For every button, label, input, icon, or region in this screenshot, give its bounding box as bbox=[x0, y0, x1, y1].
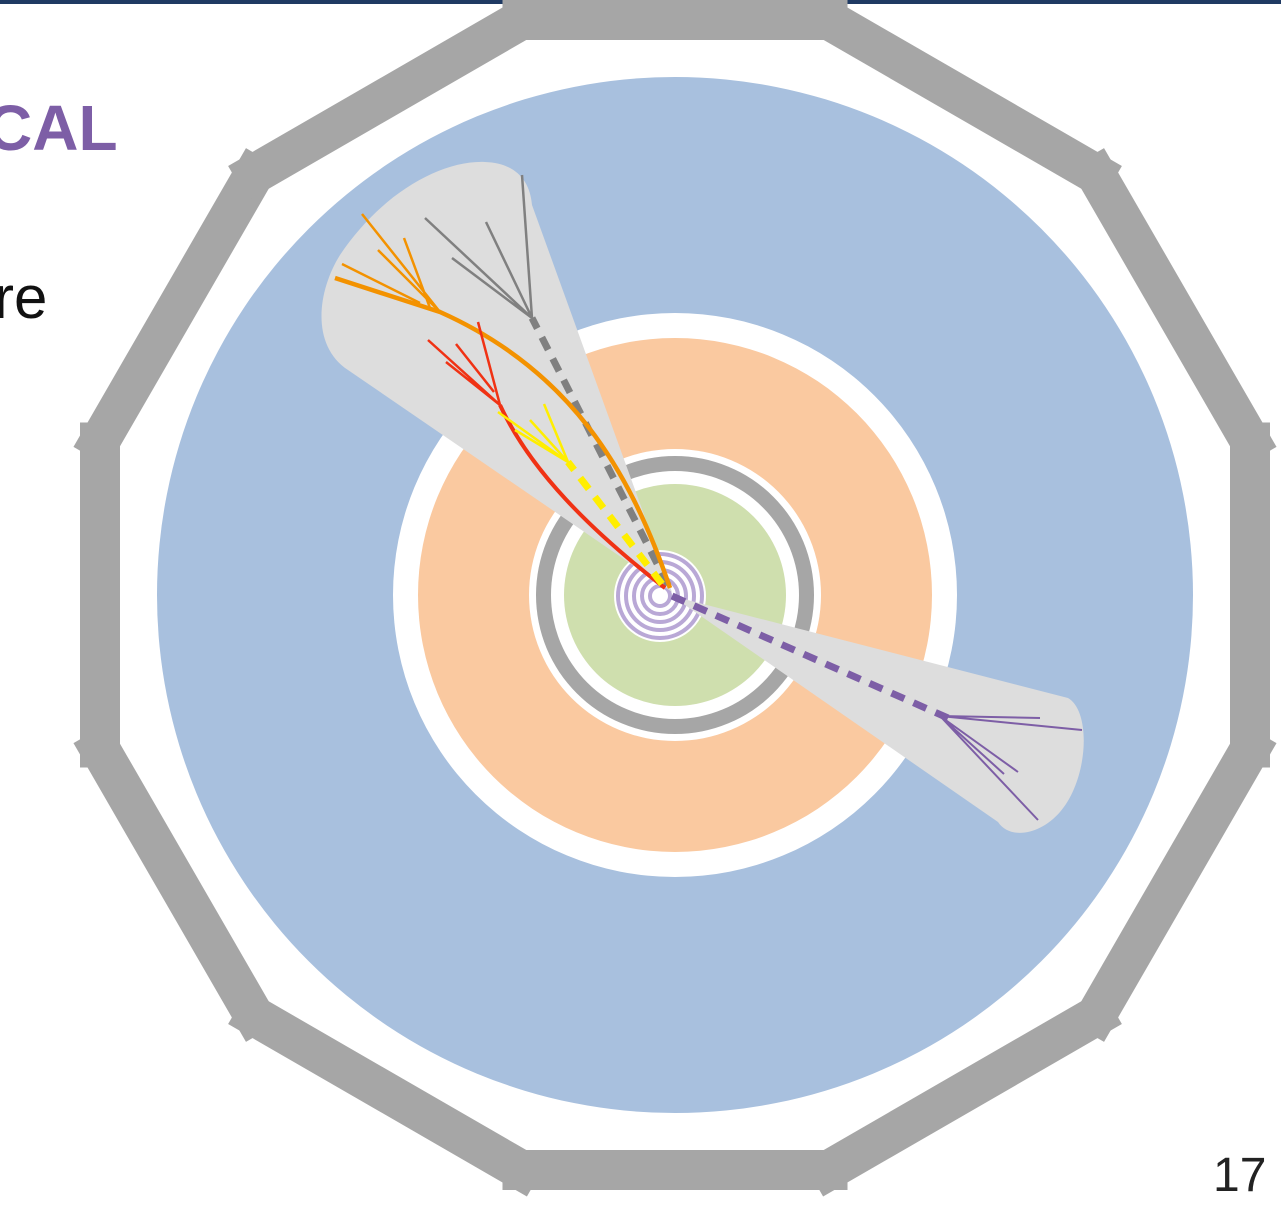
muon-chamber-bar bbox=[228, 0, 547, 201]
yellow-dashed-track bbox=[565, 459, 665, 587]
heading-fragment: CAL bbox=[0, 92, 118, 164]
lower-right-jet-cone bbox=[672, 596, 1084, 833]
orange-track bbox=[334, 275, 673, 589]
upper-left-jet bbox=[321, 161, 673, 592]
muon-chamber-bar bbox=[1069, 148, 1277, 467]
red-track bbox=[498, 404, 667, 590]
muon-chamber-bar bbox=[1069, 723, 1277, 1042]
muon-chamber-ring bbox=[73, 0, 1277, 1197]
muon-chamber-bar bbox=[803, 989, 1122, 1197]
muon-chamber-bar bbox=[803, 0, 1122, 201]
purple-track-spray bbox=[939, 715, 1083, 821]
gray-dashed-track bbox=[528, 316, 672, 587]
gray-track-spray bbox=[424, 174, 534, 319]
purple-dashed-track bbox=[670, 592, 950, 722]
body-text-fragment: re bbox=[0, 264, 48, 331]
muon-chamber-bar bbox=[80, 422, 120, 768]
muon-chamber-bar bbox=[73, 148, 281, 467]
orange-track-spray bbox=[341, 213, 441, 313]
muon-chamber-bar bbox=[502, 0, 848, 40]
yellow-track-spray bbox=[497, 403, 570, 464]
page-number: 17 bbox=[1213, 1149, 1267, 1202]
muon-chamber-bar bbox=[73, 723, 281, 1042]
muon-chamber-bar bbox=[228, 989, 547, 1197]
muon-chamber-bar bbox=[502, 1150, 848, 1190]
muon-chamber-bar bbox=[1230, 422, 1270, 768]
red-track-spray bbox=[427, 321, 502, 406]
lower-right-jet bbox=[670, 592, 1084, 833]
